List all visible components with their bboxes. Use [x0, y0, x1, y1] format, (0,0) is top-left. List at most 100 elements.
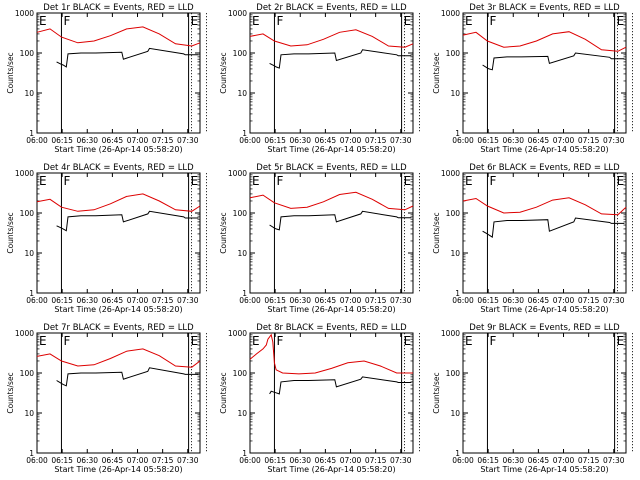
x-tick-label: 07:00: [127, 136, 149, 145]
marker-label: F: [489, 334, 496, 348]
x-tick-label: 07:30: [603, 456, 625, 465]
y-tick-label: 100: [446, 369, 461, 378]
x-tick-label: 07:30: [177, 296, 199, 305]
y-tick-label: 10: [237, 89, 247, 98]
y-tick-label: 10: [24, 89, 34, 98]
plot-frame: [462, 172, 627, 294]
x-tick-label: 07:00: [340, 296, 362, 305]
marker-label: E: [39, 174, 47, 188]
y-axis-label: Counts/sec: [6, 52, 15, 93]
panel-title: Det 4r BLACK = Events, RED = LLD: [43, 163, 194, 173]
x-tick-label: 07:15: [578, 296, 600, 305]
events-series-line: [269, 49, 412, 69]
y-tick-label: 10: [24, 409, 34, 418]
y-axis-label: Counts/sec: [432, 212, 441, 253]
y-axis-label: Counts/sec: [6, 372, 15, 413]
marker-label: E: [465, 334, 473, 348]
panel-title: Det 9r BLACK = Events, RED = LLD: [469, 323, 620, 333]
x-axis-label: Start Time (26-Apr-14 05:58:20): [267, 145, 395, 154]
x-tick-label: 06:30: [76, 456, 98, 465]
y-tick-label: 1: [455, 449, 460, 458]
x-tick-label: 07:30: [177, 456, 199, 465]
x-tick-label: 07:15: [578, 456, 600, 465]
marker-label: F: [276, 14, 283, 28]
marker-label: F: [63, 174, 70, 188]
x-axis-label: Start Time (26-Apr-14 05:58:20): [54, 305, 182, 314]
x-tick-label: 07:00: [340, 456, 362, 465]
x-tick-label: 07:15: [365, 456, 387, 465]
events-series-line: [482, 217, 625, 238]
x-tick-label: 07:00: [553, 296, 575, 305]
marker-label: F: [489, 14, 496, 28]
lld-series-line: [36, 26, 201, 47]
x-tick-label: 06:30: [289, 296, 311, 305]
y-tick-label: 1000: [15, 9, 34, 18]
y-tick-label: 1: [455, 129, 460, 138]
x-axis-label: Start Time (26-Apr-14 05:58:20): [480, 305, 608, 314]
x-tick-label: 07:00: [127, 296, 149, 305]
marker-label: E: [465, 14, 473, 28]
y-tick-label: 100: [20, 369, 35, 378]
x-tick-label: 06:45: [102, 136, 124, 145]
x-tick-label: 07:30: [390, 296, 412, 305]
plot-frame: [462, 12, 627, 134]
y-tick-label: 10: [24, 249, 34, 258]
x-tick-label: 06:30: [289, 136, 311, 145]
marker-label: E: [191, 174, 199, 188]
x-tick-label: 06:30: [502, 296, 524, 305]
y-axis-label: Counts/sec: [432, 372, 441, 413]
events-series-line: [56, 210, 199, 232]
marker-label: E: [465, 174, 473, 188]
y-tick-label: 1: [242, 289, 247, 298]
marker-label: E: [252, 334, 260, 348]
x-axis-label: Start Time (26-Apr-14 05:58:20): [480, 145, 608, 154]
x-tick-label: 07:00: [127, 456, 149, 465]
events-series-line: [56, 47, 199, 68]
y-tick-label: 1000: [441, 329, 460, 338]
x-tick-label: 06:00: [452, 296, 474, 305]
marker-label: E: [617, 174, 625, 188]
marker-label: E: [404, 334, 412, 348]
x-tick-label: 07:30: [390, 136, 412, 145]
x-tick-label: 06:15: [264, 296, 286, 305]
y-tick-label: 10: [450, 249, 460, 258]
x-axis-label: Start Time (26-Apr-14 05:58:20): [267, 465, 395, 474]
plot-frame: [36, 12, 201, 134]
y-tick-label: 1000: [228, 9, 247, 18]
marker-label: E: [617, 14, 625, 28]
marker-label: F: [63, 14, 70, 28]
marker-label: E: [39, 334, 47, 348]
y-axis-label: Counts/sec: [219, 52, 228, 93]
y-tick-label: 1000: [441, 9, 460, 18]
lld-series-line: [36, 348, 201, 368]
y-tick-label: 10: [450, 89, 460, 98]
y-tick-label: 100: [233, 369, 248, 378]
marker-label: E: [39, 14, 47, 28]
y-axis-label: Counts/sec: [219, 212, 228, 253]
x-axis-label: Start Time (26-Apr-14 05:58:20): [54, 465, 182, 474]
x-tick-label: 07:00: [340, 136, 362, 145]
x-tick-label: 06:15: [264, 456, 286, 465]
y-tick-label: 100: [446, 49, 461, 58]
x-tick-label: 06:15: [51, 136, 73, 145]
lld-series-line: [36, 193, 201, 212]
marker-label: F: [63, 334, 70, 348]
x-tick-label: 06:00: [239, 136, 261, 145]
x-axis-label: Start Time (26-Apr-14 05:58:20): [54, 145, 182, 154]
lld-series-line: [249, 333, 413, 375]
y-tick-label: 1000: [441, 169, 460, 178]
x-tick-label: 06:45: [102, 456, 124, 465]
x-tick-label: 07:15: [365, 136, 387, 145]
x-tick-label: 07:15: [578, 136, 600, 145]
y-tick-label: 10: [237, 409, 247, 418]
x-tick-label: 06:00: [239, 296, 261, 305]
lld-series-line: [249, 191, 414, 211]
x-axis-label: Start Time (26-Apr-14 05:58:20): [267, 305, 395, 314]
x-tick-label: 06:45: [528, 456, 550, 465]
x-tick-label: 06:30: [502, 456, 524, 465]
